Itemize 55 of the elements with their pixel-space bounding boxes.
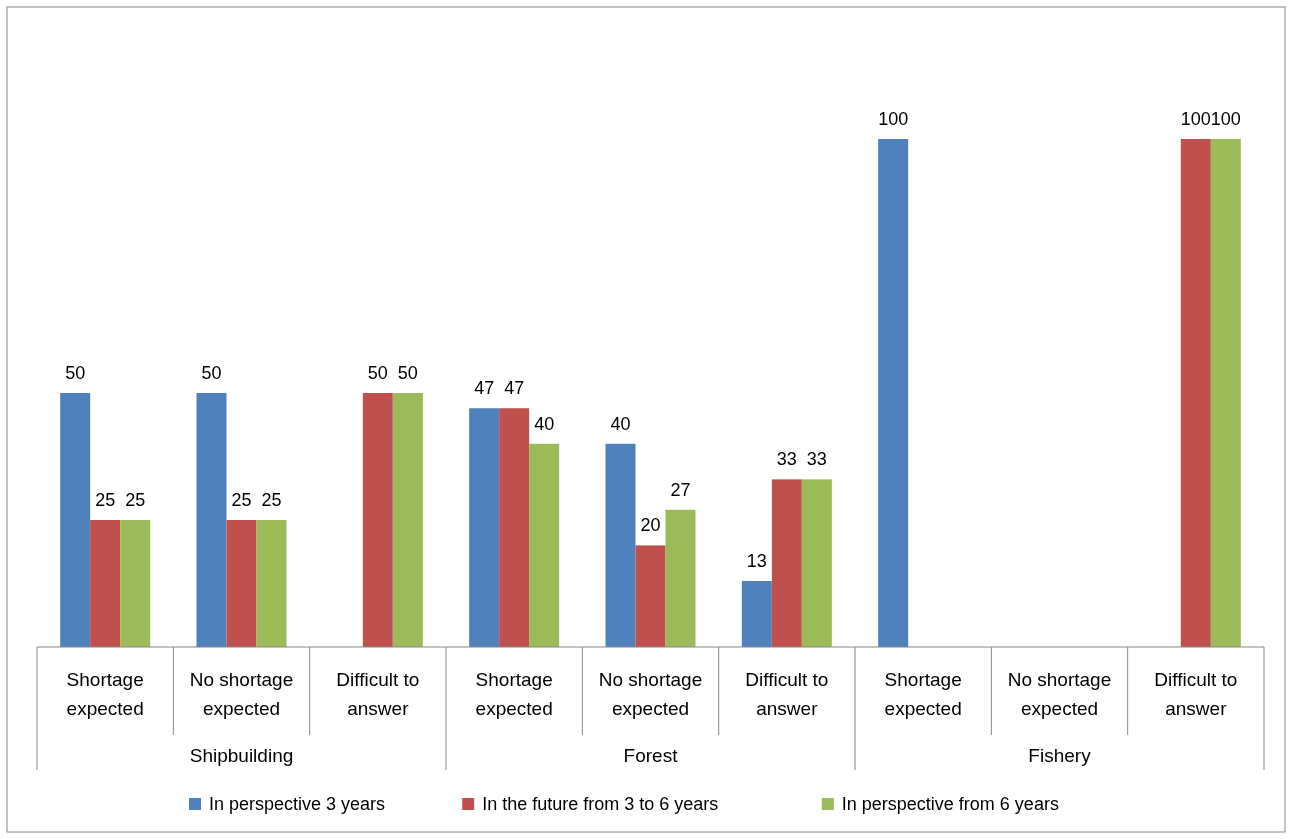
data-label: 20 bbox=[640, 515, 661, 536]
bar bbox=[392, 393, 423, 647]
x-tick-label: No shortage expected bbox=[1007, 669, 1112, 719]
bar bbox=[1210, 139, 1241, 647]
x-tick-label: Shortage expected bbox=[475, 669, 553, 719]
bar bbox=[665, 509, 696, 647]
data-label: 47 bbox=[474, 378, 495, 399]
legend-label: In perspective from 6 years bbox=[841, 794, 1059, 814]
bar bbox=[741, 580, 772, 647]
bar bbox=[1180, 139, 1211, 647]
bar bbox=[499, 408, 530, 647]
data-label: 25 bbox=[95, 490, 116, 510]
x-tick-label: No shortage expected bbox=[598, 669, 703, 719]
data-label: 50 bbox=[201, 363, 222, 383]
text: Fishery bbox=[1028, 745, 1092, 766]
x-tick-label: Difficult to answer bbox=[336, 669, 420, 719]
bar bbox=[529, 443, 560, 647]
text: Forest bbox=[623, 745, 679, 766]
x-tick-label: Difficult to answer bbox=[1154, 669, 1238, 719]
data-label: 27 bbox=[670, 479, 691, 500]
bar bbox=[771, 479, 802, 647]
data-label: 13 bbox=[746, 550, 767, 571]
data-label: 50 bbox=[367, 363, 388, 383]
data-label: 50 bbox=[65, 363, 86, 383]
bar bbox=[635, 545, 666, 647]
data-label: 100 bbox=[1180, 109, 1211, 129]
text: Shipbuilding bbox=[189, 745, 294, 766]
bar bbox=[469, 408, 500, 647]
legend-label: In perspective 3 years bbox=[209, 794, 386, 814]
data-label: 40 bbox=[534, 413, 555, 434]
bar bbox=[878, 139, 909, 647]
data-label: 100 bbox=[878, 109, 909, 129]
bar bbox=[256, 520, 287, 647]
bar bbox=[120, 520, 151, 647]
x-tick-label: Difficult to answer bbox=[745, 669, 829, 719]
bar bbox=[196, 393, 227, 647]
data-label: 100 bbox=[1210, 109, 1241, 129]
bar bbox=[801, 479, 832, 647]
data-label: 40 bbox=[610, 413, 631, 434]
data-label: 25 bbox=[125, 490, 146, 510]
x-tick-label: Shortage expected bbox=[884, 669, 962, 719]
x-tick-label: No shortage expected bbox=[189, 669, 294, 719]
data-label: 33 bbox=[776, 449, 797, 470]
bar bbox=[226, 520, 257, 647]
data-label: 25 bbox=[261, 490, 282, 510]
data-label: 47 bbox=[504, 378, 525, 399]
bar bbox=[362, 393, 393, 647]
legend-label: In the future from 3 to 6 years bbox=[482, 794, 719, 814]
bar bbox=[605, 443, 636, 647]
bar bbox=[90, 520, 121, 647]
data-label: 25 bbox=[231, 490, 252, 510]
data-label: 33 bbox=[806, 449, 827, 470]
x-tick-label: Shortage expected bbox=[66, 669, 144, 719]
bar bbox=[60, 393, 91, 647]
data-label: 50 bbox=[397, 363, 418, 383]
